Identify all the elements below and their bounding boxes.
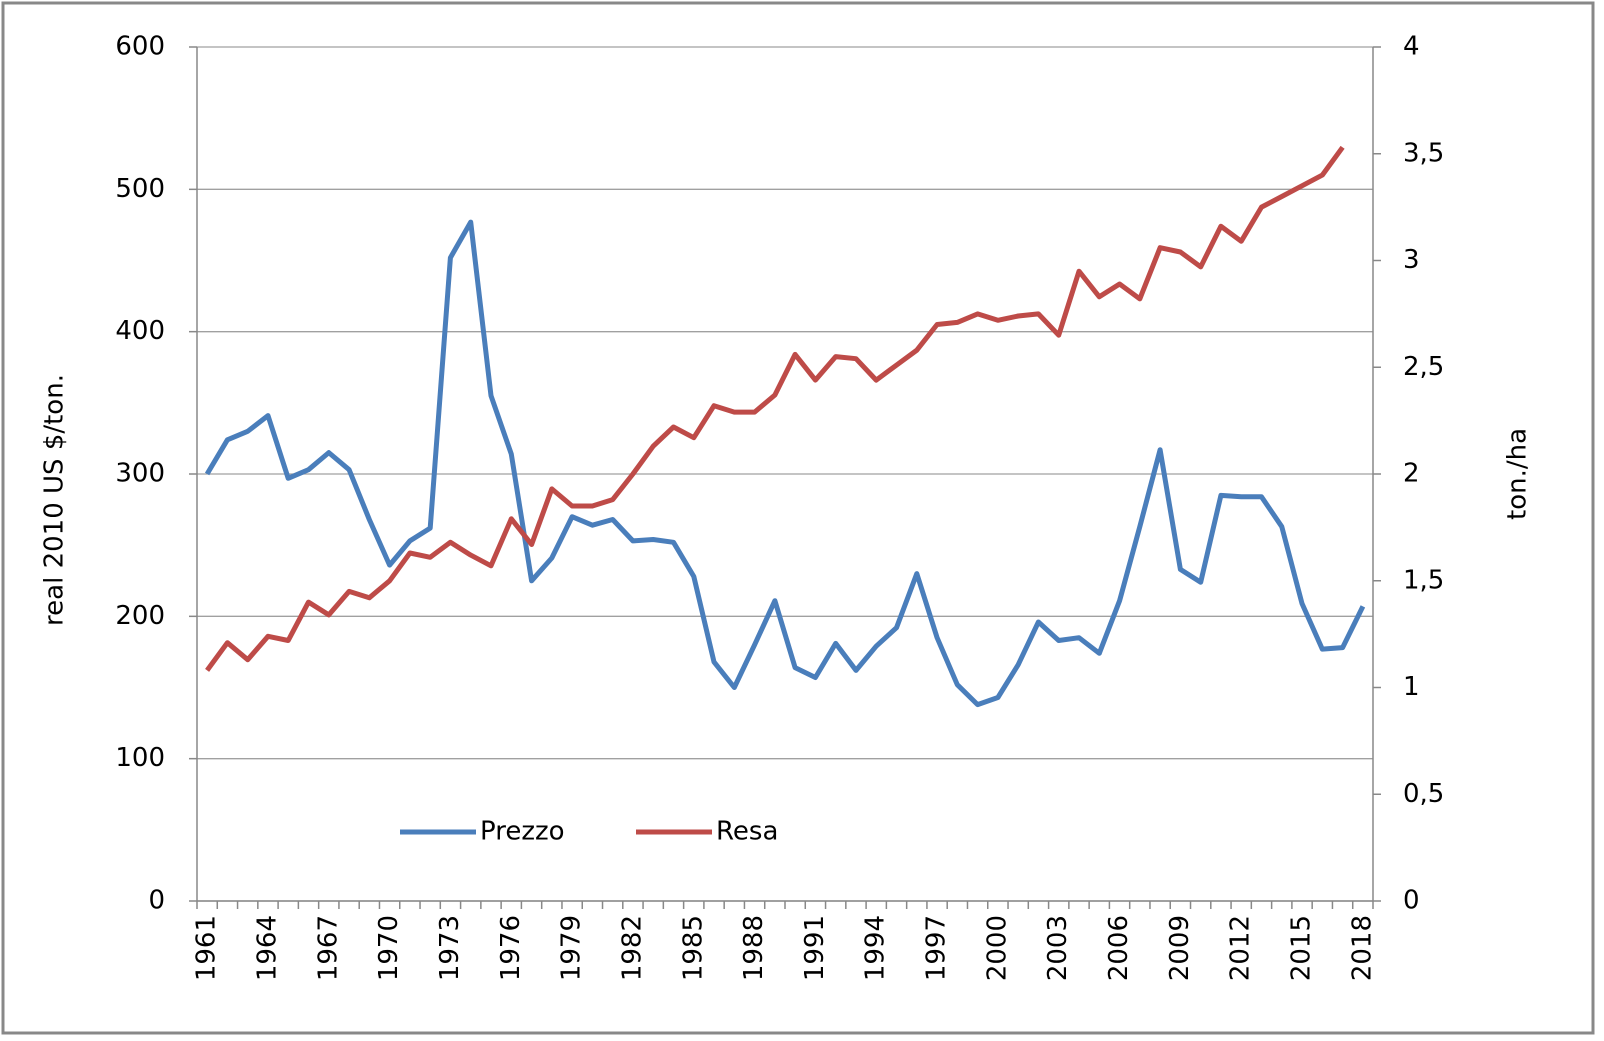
- y2-axis-label: ton./ha: [1503, 428, 1533, 520]
- x-tick-label: 2018: [1347, 915, 1377, 981]
- legend-label: Prezzo: [480, 817, 565, 847]
- x-tick-label: 1982: [617, 915, 647, 981]
- y-tick-label: 0: [148, 886, 165, 916]
- series-line: [204, 219, 1366, 708]
- y-tick-label: 100: [115, 743, 165, 773]
- y2-tick-label: 0,5: [1403, 779, 1444, 809]
- x-tick-label: 1964: [252, 915, 282, 981]
- x-tick-label: 1991: [800, 915, 830, 981]
- y-tick-label: 300: [115, 459, 165, 489]
- x-tick-label: 2006: [1104, 915, 1134, 981]
- y-tick-label: 400: [115, 316, 165, 346]
- x-tick-label: 2000: [982, 915, 1012, 981]
- x-tick-label: 2003: [1043, 915, 1073, 981]
- series-line: [205, 145, 1345, 672]
- y2-tick-label: 2: [1403, 459, 1420, 489]
- y2-tick-label: 3,5: [1403, 138, 1444, 168]
- y-axis-label: real 2010 US $/ton.: [40, 374, 70, 626]
- x-tick-label: 2009: [1165, 915, 1195, 981]
- x-tick-label: 1970: [374, 915, 404, 981]
- x-tick-label: 2012: [1226, 915, 1256, 981]
- x-tick-label: 1997: [922, 915, 952, 981]
- x-tick-label: 1994: [861, 915, 891, 981]
- y2-tick-label: 3: [1403, 245, 1420, 275]
- y2-tick-label: 4: [1403, 32, 1420, 62]
- x-tick-label: 2015: [1287, 915, 1317, 981]
- y2-tick-label: 0: [1403, 886, 1420, 916]
- y2-tick-label: 1,5: [1403, 565, 1444, 595]
- x-tick-label: 1988: [739, 915, 769, 981]
- x-tick-label: 1961: [192, 915, 222, 981]
- x-tick-label: 1976: [496, 915, 526, 981]
- y2-tick-label: 1: [1403, 672, 1420, 702]
- y-tick-label: 500: [115, 174, 165, 204]
- y-tick-label: 200: [115, 601, 165, 631]
- y2-tick-label: 2,5: [1403, 352, 1444, 382]
- x-tick-label: 1967: [313, 915, 343, 981]
- y-tick-label: 600: [115, 32, 165, 62]
- x-tick-label: 1979: [557, 915, 587, 981]
- x-tick-label: 1985: [678, 915, 708, 981]
- legend-label: Resa: [716, 817, 778, 847]
- x-tick-label: 1973: [435, 915, 465, 981]
